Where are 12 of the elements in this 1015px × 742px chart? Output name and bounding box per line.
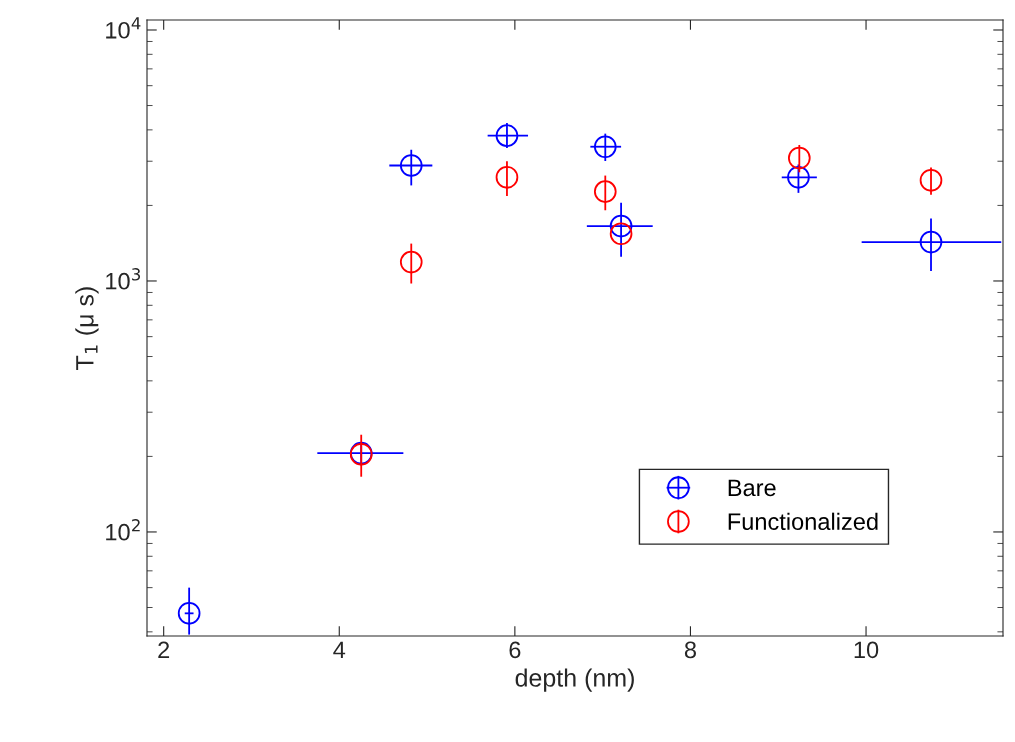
legend-label: Functionalized [728, 512, 878, 530]
x-tick-label: 8 [684, 641, 696, 659]
y-axis-title: T$_{1}$ (μ s) [75, 287, 99, 370]
x-axis-title: depth (nm) [515, 668, 634, 692]
x-tick-label: 4 [333, 641, 346, 658]
y-tick-label: 10$^{2}$ [106, 519, 140, 541]
y-tick-label: 10$^{4}$ [106, 17, 141, 39]
y-tick-label: 10$^{3}$ [106, 268, 141, 290]
legend-label: Bare [728, 479, 776, 497]
x-tick-label: 6 [509, 641, 521, 659]
x-tick-label: 10 [854, 641, 879, 659]
x-tick-label: 2 [158, 641, 170, 658]
